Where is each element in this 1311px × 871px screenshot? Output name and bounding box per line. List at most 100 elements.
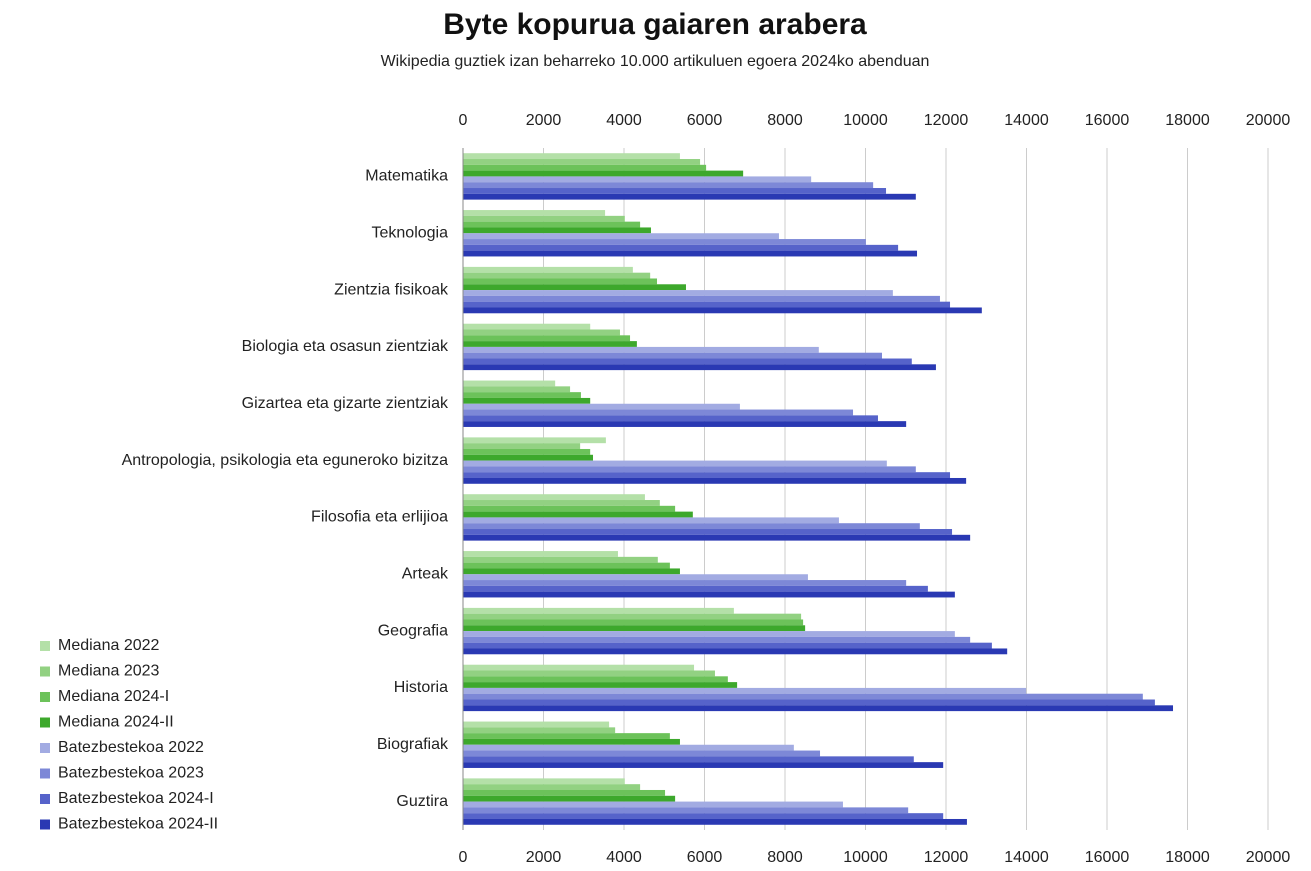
chart-title: Byte kopurua gaiaren arabera [443, 8, 867, 41]
bar [463, 295, 940, 302]
legend-label: Batezbestekoa 2023 [58, 765, 204, 782]
legend-swatch [40, 717, 50, 728]
bar [463, 164, 707, 171]
bar [463, 556, 658, 563]
bar [463, 341, 637, 347]
x-tick-label: 2000 [526, 112, 562, 129]
bar [463, 631, 955, 637]
bar [463, 215, 625, 222]
y-tick-label: Biografiak [377, 736, 449, 753]
bar [463, 705, 1174, 712]
y-tick-label: Guztira [396, 793, 448, 810]
bar [463, 562, 670, 569]
bar [463, 801, 843, 808]
legend-swatch [40, 641, 50, 651]
legend-label: Batezbestekoa 2024-I [58, 790, 214, 807]
bar [463, 176, 812, 183]
bar [463, 670, 715, 677]
bar [463, 551, 618, 557]
bar [463, 415, 878, 422]
bar [463, 290, 893, 296]
x-tick-label: 18000 [1165, 849, 1210, 866]
bar [463, 437, 606, 444]
x-tick-label: 14000 [1004, 849, 1049, 866]
bar [463, 335, 631, 342]
y-tick-label: Gizartea eta gizarte zientziak [242, 395, 449, 412]
bar [463, 529, 953, 535]
y-tick-label: Matematika [365, 168, 448, 185]
bar [463, 676, 728, 683]
bar [463, 607, 734, 614]
legend-swatch [40, 819, 50, 830]
y-tick-label: Teknologia [372, 224, 449, 241]
x-tick-label: 6000 [687, 112, 723, 129]
bar [463, 625, 806, 632]
x-tick-label: 10000 [843, 849, 888, 866]
bar [463, 727, 616, 734]
bar [463, 613, 802, 620]
legend-label: Mediana 2024-I [58, 688, 169, 705]
bar [463, 738, 680, 745]
x-tick-label: 8000 [767, 849, 803, 866]
x-tick-label: 4000 [606, 849, 642, 866]
legend-swatch [40, 666, 50, 677]
y-tick-label: Filosofia eta erlijioa [311, 509, 448, 526]
y-tick-label: Zientzia fisikoak [334, 281, 449, 298]
x-tick-label: 0 [459, 849, 468, 866]
legend-swatch [40, 768, 50, 779]
bar [463, 619, 804, 626]
bar [463, 266, 633, 273]
bar [463, 380, 556, 387]
legend-label: Batezbestekoa 2024-II [58, 816, 218, 833]
bar [463, 813, 944, 819]
bar [463, 386, 571, 393]
bar [463, 818, 967, 825]
bar [463, 352, 883, 359]
legend-label: Batezbestekoa 2022 [58, 739, 204, 756]
bar [463, 517, 839, 524]
x-tick-label: 16000 [1085, 849, 1130, 866]
x-tick-label: 4000 [606, 112, 642, 129]
y-tick-label: Biologia eta osasun zientziak [242, 338, 449, 355]
bar [463, 472, 951, 478]
y-tick-label: Geografia [378, 622, 448, 639]
bar [463, 721, 610, 728]
bar [463, 329, 620, 336]
bar [463, 210, 606, 216]
bar [463, 789, 666, 796]
legend-swatch [40, 794, 50, 804]
bar [463, 250, 918, 257]
bar [463, 494, 645, 501]
bar [463, 307, 982, 314]
bar [463, 364, 936, 371]
bar [463, 511, 693, 518]
bar [463, 580, 907, 586]
bar [463, 454, 594, 461]
bar [463, 227, 651, 234]
bar [463, 642, 992, 649]
bar [463, 421, 907, 427]
legend-label: Mediana 2023 [58, 663, 160, 680]
bar [463, 534, 971, 541]
bar [463, 239, 866, 245]
x-tick-label: 12000 [924, 112, 969, 129]
bar [463, 272, 651, 279]
bar [463, 585, 928, 592]
y-tick-label: Historia [394, 679, 448, 696]
bar [463, 170, 744, 177]
bar [463, 477, 967, 484]
bar [463, 648, 1008, 655]
bar [463, 523, 920, 530]
bar [463, 233, 779, 240]
bar [463, 278, 658, 285]
bar [463, 784, 641, 790]
bar [463, 358, 912, 365]
bar [463, 448, 591, 455]
bar [463, 807, 909, 814]
bar [463, 460, 887, 467]
bar [463, 750, 821, 757]
bar [463, 443, 581, 449]
x-tick-label: 10000 [843, 112, 888, 129]
bar [463, 346, 819, 353]
